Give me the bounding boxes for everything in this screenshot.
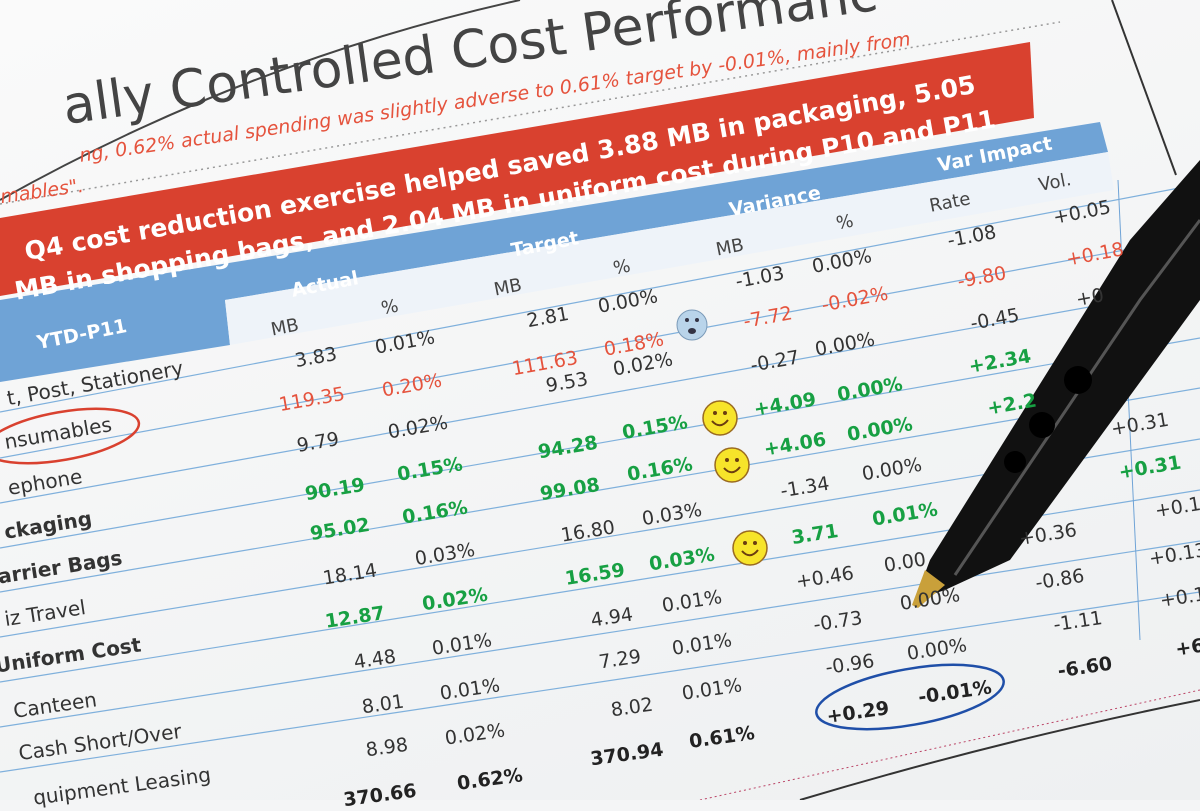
subheader-band xyxy=(225,152,1114,345)
smiley-face-icon xyxy=(702,400,738,436)
bottom-rule xyxy=(799,699,1200,800)
column-header: MB xyxy=(714,234,746,261)
total-divider xyxy=(699,689,1200,800)
row-divider xyxy=(0,387,1200,593)
row-divider xyxy=(0,286,1200,504)
column-header: % xyxy=(611,255,633,280)
table-cell: +6 xyxy=(1173,634,1200,661)
page-frame xyxy=(1111,0,1177,176)
blue-circle-annotation xyxy=(815,663,1005,731)
column-header: MB xyxy=(269,314,301,341)
pen xyxy=(912,160,1200,608)
summary-banner xyxy=(0,42,1034,296)
top-rule xyxy=(0,0,521,201)
column-header: MB xyxy=(492,274,524,301)
row-lines xyxy=(0,183,1200,773)
smiley-face-icon xyxy=(732,530,768,566)
row-divider xyxy=(0,591,1200,773)
column-header: % xyxy=(379,295,401,320)
table-cell: +0 xyxy=(1074,284,1106,311)
smiley-face-icon xyxy=(714,447,750,483)
header-band xyxy=(0,122,1108,300)
red-circle-annotation xyxy=(0,407,141,465)
row-divider xyxy=(0,183,1200,413)
sad-face-icon xyxy=(676,309,708,341)
row-divider xyxy=(0,337,1200,549)
row-divider xyxy=(0,235,1200,459)
column-header: % xyxy=(834,210,856,235)
corner-cell xyxy=(0,300,230,382)
row-divider xyxy=(0,540,1200,728)
